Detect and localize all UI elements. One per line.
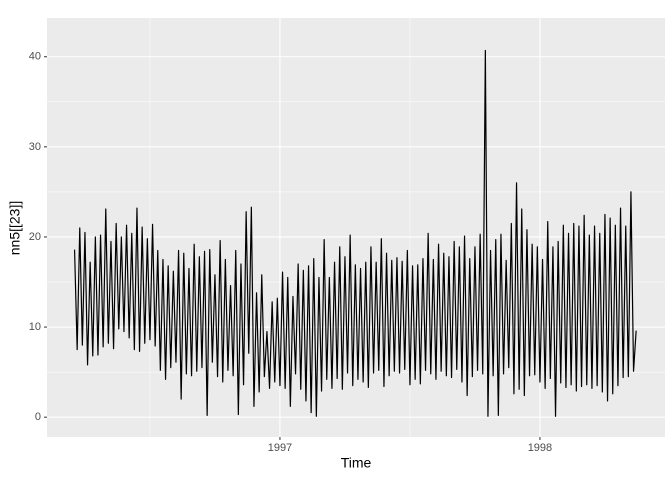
- y-tick-label: 10: [29, 321, 41, 333]
- x-tick-label: 1997: [268, 442, 292, 454]
- y-axis-title: nn5[[23]]: [7, 201, 23, 256]
- y-tick-label: 40: [29, 51, 41, 63]
- y-tick-label: 20: [29, 231, 41, 243]
- series-line: [73, 49, 637, 417]
- y-tick-label: 0: [35, 411, 41, 423]
- x-tick-label: 1998: [528, 442, 552, 454]
- x-axis-title: Time: [341, 455, 372, 471]
- panel: [47, 18, 665, 437]
- y-tick-label: 30: [29, 141, 41, 153]
